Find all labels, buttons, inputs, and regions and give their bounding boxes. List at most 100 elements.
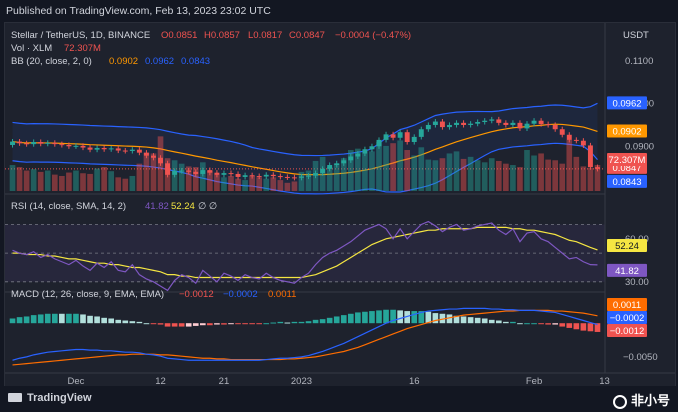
candle-body bbox=[517, 122, 523, 129]
macd-pane bbox=[5, 293, 605, 373]
candle-body bbox=[341, 160, 347, 164]
volume-legend: Vol · XLM bbox=[11, 43, 52, 54]
volume-bar bbox=[376, 141, 382, 191]
volume-bar bbox=[263, 178, 270, 191]
candle-body bbox=[291, 177, 297, 179]
macd-histogram-bar bbox=[411, 311, 418, 324]
volume-bar bbox=[362, 153, 368, 191]
candles bbox=[10, 116, 600, 181]
candle-body bbox=[80, 145, 86, 148]
signal-tag-bg bbox=[607, 298, 647, 311]
volume-bar bbox=[355, 148, 361, 191]
signal-tag: 0.0011 bbox=[613, 300, 641, 311]
price-axis: 0.11000.10000.09000.09620.09020.08470.08… bbox=[607, 56, 654, 188]
macd-histogram-bar bbox=[446, 314, 453, 324]
volume-bar bbox=[460, 158, 467, 191]
time-axis: Dec 12 21 2023 16 Feb 13 bbox=[67, 376, 609, 387]
bb-upper-line bbox=[12, 102, 598, 157]
macd-histogram-bar bbox=[16, 317, 23, 324]
macd-histogram-bar bbox=[115, 319, 122, 324]
time-tick-label: 12 bbox=[155, 376, 166, 387]
tradingview-logo-icon bbox=[8, 392, 22, 402]
macd-histogram-bar bbox=[270, 322, 277, 324]
macd-histogram-bar bbox=[143, 323, 150, 325]
volume-bar bbox=[277, 180, 284, 191]
candle-body bbox=[73, 145, 79, 147]
macd-histogram-bar bbox=[207, 323, 213, 326]
macd-histogram-bar bbox=[157, 323, 164, 325]
macd-histogram-bar bbox=[460, 316, 467, 324]
candle-body bbox=[59, 144, 65, 146]
volume-bar bbox=[559, 163, 566, 191]
macd-histogram-bar bbox=[517, 323, 523, 325]
watermark-text: 非小号 bbox=[630, 393, 670, 408]
ohlc-high: H0.0857 bbox=[204, 30, 240, 41]
macd-histogram-bar bbox=[73, 313, 79, 324]
candle-body bbox=[369, 146, 375, 150]
volume-bar bbox=[425, 159, 432, 191]
macd-histogram-bar bbox=[108, 318, 115, 324]
tradingview-logo[interactable]: TradingView bbox=[8, 392, 92, 404]
volume-bar bbox=[474, 160, 481, 191]
candle-body bbox=[461, 122, 467, 125]
volume-bar bbox=[333, 163, 340, 191]
candle-body bbox=[143, 152, 149, 156]
macd-histogram-bar bbox=[263, 323, 270, 325]
macd-histogram-bar bbox=[418, 311, 425, 324]
candle-body bbox=[172, 170, 178, 175]
volume-bar bbox=[199, 162, 206, 191]
volume-bar bbox=[397, 140, 403, 191]
ohlc-close: C0.0847 bbox=[289, 30, 325, 41]
rsi-ma-tag: 52.24 bbox=[615, 241, 639, 252]
macd-histogram-bar bbox=[59, 313, 65, 324]
volume-bar bbox=[235, 178, 241, 191]
macd-histogram-bar bbox=[474, 317, 481, 324]
price-tick-label: 0.1100 bbox=[625, 56, 653, 67]
volume-bar bbox=[383, 145, 389, 191]
last-price-tag: 0.0847 bbox=[612, 163, 641, 174]
candle-body bbox=[45, 142, 51, 144]
ohlc-open: O0.0851 bbox=[161, 30, 197, 41]
volume-bar bbox=[242, 180, 248, 191]
volume-bar bbox=[531, 155, 537, 191]
macd-histogram-bar bbox=[256, 323, 263, 325]
volume-bar bbox=[453, 151, 460, 191]
macd-histogram-bar bbox=[355, 312, 361, 324]
macd-tag-bg bbox=[607, 311, 647, 324]
volume-bar bbox=[249, 175, 255, 191]
candle-body bbox=[587, 145, 593, 168]
volume-bar bbox=[545, 159, 551, 191]
volume-bar bbox=[481, 162, 488, 191]
macd-histogram-bar bbox=[362, 311, 368, 324]
macd-histogram-bar bbox=[214, 323, 220, 325]
candle-body bbox=[595, 167, 600, 169]
symbol-title: Stellar / TetherUS, 1D, BINANCE bbox=[11, 30, 150, 41]
volume-bar bbox=[150, 153, 157, 191]
candle-body bbox=[566, 134, 572, 140]
volume-bar bbox=[80, 173, 86, 191]
macd-histogram-bar bbox=[228, 323, 234, 325]
macd-histogram-bar bbox=[51, 313, 58, 324]
bb-mid-tag-bg bbox=[607, 124, 647, 138]
tradingview-brand: TradingView bbox=[27, 392, 92, 404]
ohlc-change: −0.0004 (−0.47%) bbox=[335, 30, 411, 41]
time-tick-label: Feb bbox=[526, 376, 542, 387]
rsi-ma-line bbox=[12, 226, 598, 279]
candle-body bbox=[468, 123, 474, 125]
macd-histogram-bar bbox=[23, 316, 30, 324]
bb-upper-tag: 0.0962 bbox=[612, 98, 641, 109]
candle-body bbox=[580, 140, 586, 146]
volume-bar bbox=[192, 167, 199, 191]
volume-bar bbox=[573, 156, 580, 191]
volume-bar bbox=[101, 167, 107, 191]
candle-body bbox=[31, 142, 37, 145]
macd-histogram-bar bbox=[376, 310, 382, 324]
candle-body bbox=[447, 124, 452, 128]
rsi-tick-label: 30.00 bbox=[625, 277, 649, 288]
candle-body bbox=[193, 171, 199, 174]
volume-bar bbox=[411, 155, 418, 191]
macd-histogram-bar bbox=[298, 321, 305, 324]
macd-histogram-bar bbox=[9, 318, 16, 324]
time-tick-label: Dec bbox=[67, 376, 84, 387]
